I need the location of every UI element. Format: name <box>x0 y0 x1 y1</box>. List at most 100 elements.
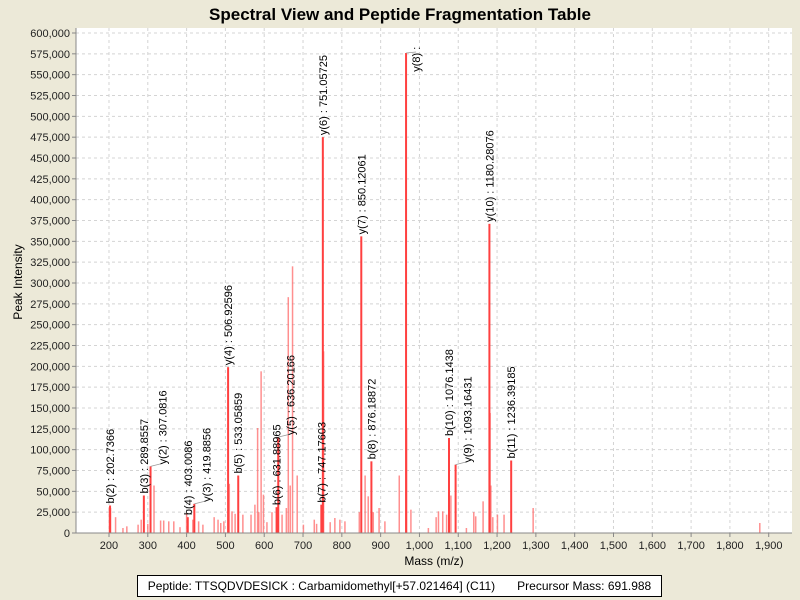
peak-bar <box>358 512 361 533</box>
x-tick-label: 200 <box>100 540 118 552</box>
legend: Peptide: TTSQDVDESICK : Carbamidomethyl[… <box>137 575 662 597</box>
peak-bar <box>256 428 259 533</box>
x-tick-label: 1,700 <box>677 540 705 552</box>
y-tick-label: 0 <box>64 528 70 540</box>
annotated-peak-bar <box>227 367 230 533</box>
y-tick-label: 350,000 <box>30 236 70 248</box>
annotation-leaders <box>150 51 468 505</box>
y-tick-label: 550,000 <box>30 70 70 82</box>
annotated-peak-bar <box>277 437 280 533</box>
peak-bar <box>153 485 155 533</box>
annotation-leader-line <box>150 462 163 467</box>
annotated-peak-bar <box>142 495 145 533</box>
x-tick-label: 1,900 <box>755 540 783 552</box>
peak-bar <box>126 526 128 533</box>
peak-bar <box>490 485 492 533</box>
peak-bar <box>503 514 505 533</box>
peak-bar <box>445 514 448 533</box>
x-tick-label: 500 <box>216 540 234 552</box>
peak-bar <box>137 524 139 533</box>
chart-title: Spectral View and Peptide Fragmentation … <box>209 5 591 24</box>
peak-bar <box>147 523 149 533</box>
peak-bar <box>296 475 298 533</box>
annotated-peak-bar <box>186 517 189 533</box>
peak-annotation: y(8) : <box>411 47 423 72</box>
peak-bar <box>260 371 262 533</box>
peak-annotation: b(3) : 289.8557 <box>139 419 151 494</box>
peak-bar <box>759 523 761 533</box>
x-ticks: 200 300 400 500 600 700 800 900 1,000 1,100 1,200 1… <box>100 533 783 552</box>
annotated-peak-bar <box>360 236 363 534</box>
y-tick-label: 525,000 <box>30 91 70 103</box>
annotated-peak-bar <box>321 137 324 533</box>
y-tick-label: 175,000 <box>30 382 70 394</box>
x-tick-label: 900 <box>371 540 389 552</box>
y-tick-label: 200,000 <box>30 361 70 373</box>
annotated-peak-bar <box>275 507 278 533</box>
x-tick-label: 400 <box>177 540 195 552</box>
grid <box>76 28 792 534</box>
peak-annotation: y(2) : 307.0816 <box>158 390 170 464</box>
peak-bar <box>185 513 188 533</box>
peak-annotation: y(9) : 1093.16431 <box>463 376 475 462</box>
y-tick-label: 100,000 <box>30 445 70 457</box>
peak-annotation: b(5) : 533.05859 <box>233 393 245 474</box>
peak-bar <box>492 517 494 533</box>
peak-bar <box>262 494 265 533</box>
peak-bar <box>334 518 336 533</box>
peak-bar <box>231 511 233 533</box>
peak-bars <box>108 53 761 534</box>
peak-annotation: b(7) : 747.17603 <box>316 422 328 503</box>
peak-bar <box>289 485 291 533</box>
peak-bar <box>285 508 288 533</box>
peak-bar <box>465 528 468 533</box>
peak-bar <box>250 514 252 533</box>
peak-bar <box>302 524 305 533</box>
peak-bar <box>258 512 260 533</box>
peak-annotation: b(10) : 1076.1438 <box>444 349 456 436</box>
x-tick-label: 1,300 <box>522 540 550 552</box>
peak-bar <box>122 528 124 533</box>
peak-bar <box>339 519 341 533</box>
annotated-peak-bar <box>193 503 196 533</box>
peak-bar <box>450 495 452 533</box>
peak-bar <box>162 520 165 533</box>
peak-annotation: b(6) : 631.88965 <box>272 424 284 505</box>
plot-area <box>76 28 792 533</box>
x-tick-label: 1,500 <box>600 540 628 552</box>
y-tick-label: 50,000 <box>36 486 70 498</box>
peak-bar <box>410 509 412 533</box>
x-tick-label: 1,600 <box>639 540 667 552</box>
peak-bar <box>437 511 440 533</box>
peak-bar <box>228 483 231 533</box>
peak-bar <box>496 514 499 533</box>
peak-bar <box>372 512 375 533</box>
peak-annotation: y(10) : 1180.28076 <box>484 130 496 222</box>
peak-annotation: y(7) : 850.12061 <box>356 154 368 234</box>
peak-annotation: y(3) : 419.8856 <box>201 428 213 502</box>
peak-bar <box>532 508 534 533</box>
y-tick-label: 325,000 <box>30 257 70 269</box>
y-tick-label: 300,000 <box>30 278 70 290</box>
y-tick-label: 250,000 <box>30 320 70 332</box>
y-tick-label: 125,000 <box>30 424 70 436</box>
x-tick-label: 1,200 <box>483 540 511 552</box>
precursor-mass-label: Precursor Mass: 691.988 <box>517 579 652 593</box>
annotations: b(2) : 202.7366 b(3) : 289.8557 y(2) : 307… <box>105 47 518 515</box>
peak-bar <box>482 501 484 533</box>
peak-bar <box>173 521 175 533</box>
peak-bar <box>364 475 366 533</box>
y-tick-label: 450,000 <box>30 153 70 165</box>
y-tick-label: 25,000 <box>36 507 70 519</box>
peak-bar <box>202 524 204 533</box>
peak-bar <box>213 517 215 533</box>
y-tick-label: 500,000 <box>30 111 70 123</box>
annotated-peak-bar <box>454 464 457 533</box>
peak-bar <box>281 514 283 533</box>
y-tick-label: 425,000 <box>30 174 70 186</box>
annotation-leader-line <box>194 500 207 505</box>
annotated-peak-bar <box>320 504 323 533</box>
y-tick-label: 475,000 <box>30 132 70 144</box>
y-ticks: 0 25,000 50,000 75,000 100,000 125,000 150,000… <box>30 28 76 540</box>
annotation-leader-line <box>455 461 468 466</box>
